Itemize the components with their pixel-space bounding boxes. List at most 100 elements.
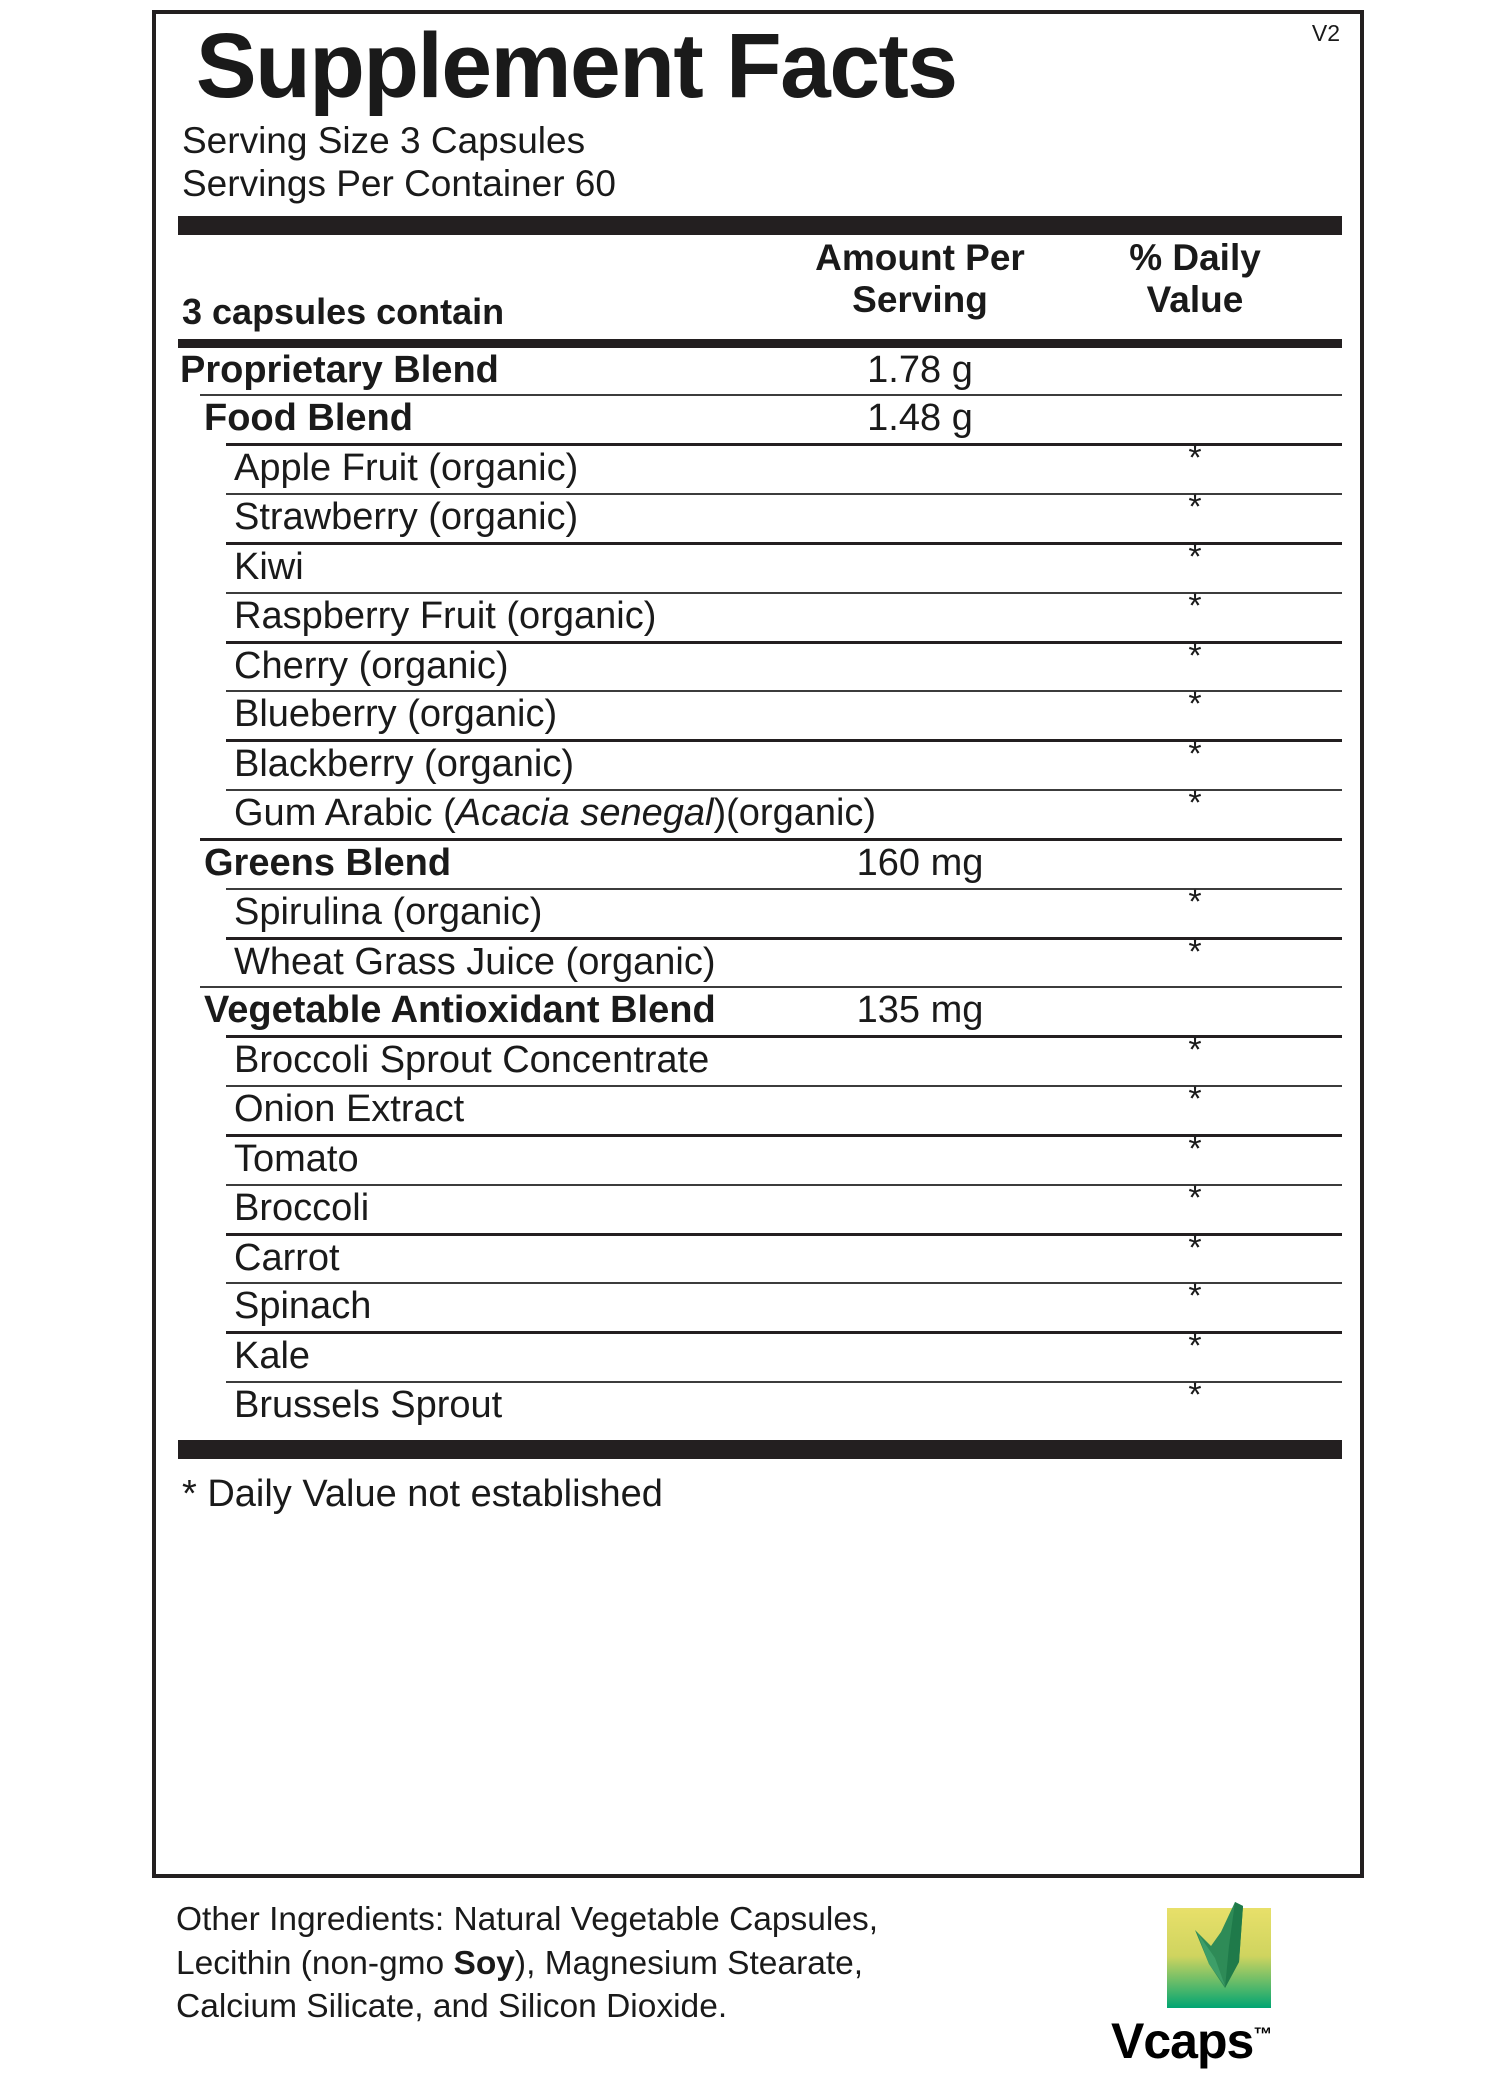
- column-header-rowlabel: 3 capsules contain: [182, 290, 505, 332]
- ingredient-daily-value: *: [1188, 1376, 1202, 1415]
- row-separator: [200, 837, 1342, 841]
- ingredient-daily-value: *: [1188, 685, 1202, 724]
- ingredient-row: Wheat Grass Juice (organic) *: [178, 933, 1342, 987]
- row-separator: [226, 1232, 1342, 1236]
- column-header-dv-line1: % Daily: [1129, 236, 1261, 278]
- row-separator: [226, 1035, 1342, 1039]
- ingredient-name: Spirulina (organic): [234, 890, 543, 933]
- ingredient-amount: 160 mg: [856, 841, 984, 884]
- ingredient-daily-value: *: [1188, 488, 1202, 527]
- ingredient-row: Apple Fruit (organic) *: [178, 439, 1342, 493]
- page-title: Supplement Facts: [195, 15, 958, 117]
- column-header-dv-line2: Value: [1146, 278, 1244, 320]
- row-separator: [226, 1331, 1342, 1335]
- ingredient-daily-value: *: [1188, 1129, 1202, 1168]
- ingredient-row: Gum Arabic (Acacia senegal)(organic) *: [178, 784, 1342, 838]
- ingredient-name: Spinach: [234, 1285, 372, 1328]
- ingredient-row: Raspberry Fruit (organic) *: [178, 587, 1342, 641]
- column-header-amount-line2: Serving: [852, 278, 988, 320]
- trademark-icon: ™: [1253, 2024, 1273, 2046]
- ingredient-daily-value: *: [1188, 882, 1202, 921]
- ingredient-daily-value: *: [1188, 1080, 1202, 1119]
- ingredient-row: Kiwi *: [178, 538, 1342, 592]
- ingredient-name: Strawberry (organic): [234, 496, 579, 539]
- ingredient-name: Vegetable Antioxidant Blend: [204, 989, 716, 1032]
- header-divider-thick: [178, 215, 1342, 235]
- ingredient-row: Carrot *: [178, 1229, 1342, 1283]
- other-ingredients-text: Other Ingredients: Natural Vegetable Cap…: [176, 1898, 1056, 2029]
- ingredient-name: Raspberry Fruit (organic): [234, 594, 657, 637]
- ingredient-name: Broccoli Sprout Concentrate: [234, 1039, 710, 1082]
- ingredient-row: Spirulina (organic) *: [178, 883, 1342, 937]
- ingredient-name: Apple Fruit (organic): [234, 447, 579, 490]
- row-separator: [226, 887, 1342, 890]
- column-header-row: 3 capsules contain Amount Per Serving % …: [178, 235, 1342, 339]
- row-separator: [226, 936, 1342, 940]
- row-separator: [226, 1282, 1342, 1285]
- row-separator: [200, 394, 1342, 397]
- ingredient-amount: 1.48 g: [867, 397, 973, 440]
- ingredient-name: Carrot: [234, 1236, 340, 1279]
- ingredient-daily-value: *: [1188, 636, 1202, 675]
- ingredient-daily-value: *: [1188, 1031, 1202, 1070]
- ingredient-daily-value: *: [1188, 1178, 1202, 1217]
- ingredient-daily-value: *: [1188, 932, 1202, 971]
- ingredient-name: Onion Extract: [234, 1088, 465, 1131]
- ingredient-daily-value: *: [1188, 784, 1202, 823]
- ingredient-name: Cherry (organic): [234, 644, 509, 687]
- footer-divider-thick: [178, 1439, 1342, 1459]
- row-separator: [226, 1381, 1342, 1384]
- soy-allergen-label: Soy: [453, 1944, 515, 1982]
- vcaps-logo: Vcaps™: [1105, 1900, 1335, 2075]
- ingredient-name: Kale: [234, 1335, 311, 1378]
- ingredient-amount: 135 mg: [856, 989, 984, 1032]
- column-header-amount: Amount Per Serving: [770, 237, 1070, 321]
- ingredient-row: Proprietary Blend 1.78 g: [178, 348, 1342, 395]
- ingredient-row: Brussels Sprout *: [178, 1376, 1342, 1430]
- ingredient-daily-value: *: [1188, 439, 1202, 478]
- vcaps-wordmark-text: Vcaps: [1111, 2013, 1254, 2069]
- ingredient-row: Broccoli Sprout Concentrate *: [178, 1031, 1342, 1085]
- ingredient-daily-value: *: [1188, 586, 1202, 625]
- ingredient-daily-value: *: [1188, 1277, 1202, 1316]
- ingredient-row: Broccoli *: [178, 1179, 1342, 1233]
- vcaps-wordmark: Vcaps™: [1111, 2016, 1272, 2066]
- ingredient-row: Blueberry (organic) *: [178, 686, 1342, 739]
- other-ingredients-line-2a: Lecithin (non-gmo: [176, 1944, 454, 1982]
- vcaps-leaf-icon: [1167, 1902, 1271, 2008]
- ingredient-daily-value: *: [1188, 1327, 1202, 1366]
- row-separator: [226, 541, 1342, 545]
- ingredient-row: Onion Extract *: [178, 1080, 1342, 1134]
- ingredient-name: Greens Blend: [204, 841, 452, 884]
- botanical-name: Acacia senegal: [455, 792, 714, 835]
- header-divider-medium: [178, 338, 1342, 348]
- serving-info: Serving Size 3 Capsules Servings Per Con…: [178, 120, 1342, 206]
- ingredient-row: Strawberry (organic) *: [178, 488, 1342, 542]
- row-separator: [226, 739, 1342, 743]
- supplement-facts-panel: Supplement Facts V2 Serving Size 3 Capsu…: [152, 10, 1364, 1878]
- row-separator: [200, 986, 1342, 989]
- ingredient-row: Cherry (organic) *: [178, 637, 1342, 691]
- ingredient-name: Blackberry (organic): [234, 743, 574, 786]
- ingredient-name: Kiwi: [234, 545, 304, 588]
- ingredient-name: Tomato: [234, 1137, 359, 1180]
- ingredient-name: Gum Arabic (Acacia senegal)(organic): [234, 792, 877, 835]
- ingredient-row: Food Blend 1.48 g: [178, 396, 1342, 443]
- ingredient-amount: 1.78 g: [867, 348, 973, 391]
- row-separator: [226, 1133, 1342, 1137]
- ingredient-name: Proprietary Blend: [180, 348, 499, 391]
- ingredient-daily-value: *: [1188, 1228, 1202, 1267]
- servings-per-container: Servings Per Container 60: [182, 162, 616, 204]
- ingredient-name: Brussels Sprout: [234, 1384, 503, 1427]
- column-header-daily-value: % Daily Value: [1070, 237, 1320, 321]
- other-ingredients-line-1: Other Ingredients: Natural Vegetable Cap…: [176, 1901, 879, 1938]
- row-separator: [226, 1085, 1342, 1088]
- row-separator: [226, 640, 1342, 644]
- ingredient-daily-value: *: [1188, 537, 1202, 576]
- row-separator: [226, 493, 1342, 496]
- ingredient-name: Blueberry (organic): [234, 693, 558, 736]
- title-row: Supplement Facts V2: [178, 14, 1342, 114]
- daily-value-footnote: * Daily Value not established: [182, 1472, 663, 1515]
- ingredient-name: Broccoli: [234, 1186, 370, 1229]
